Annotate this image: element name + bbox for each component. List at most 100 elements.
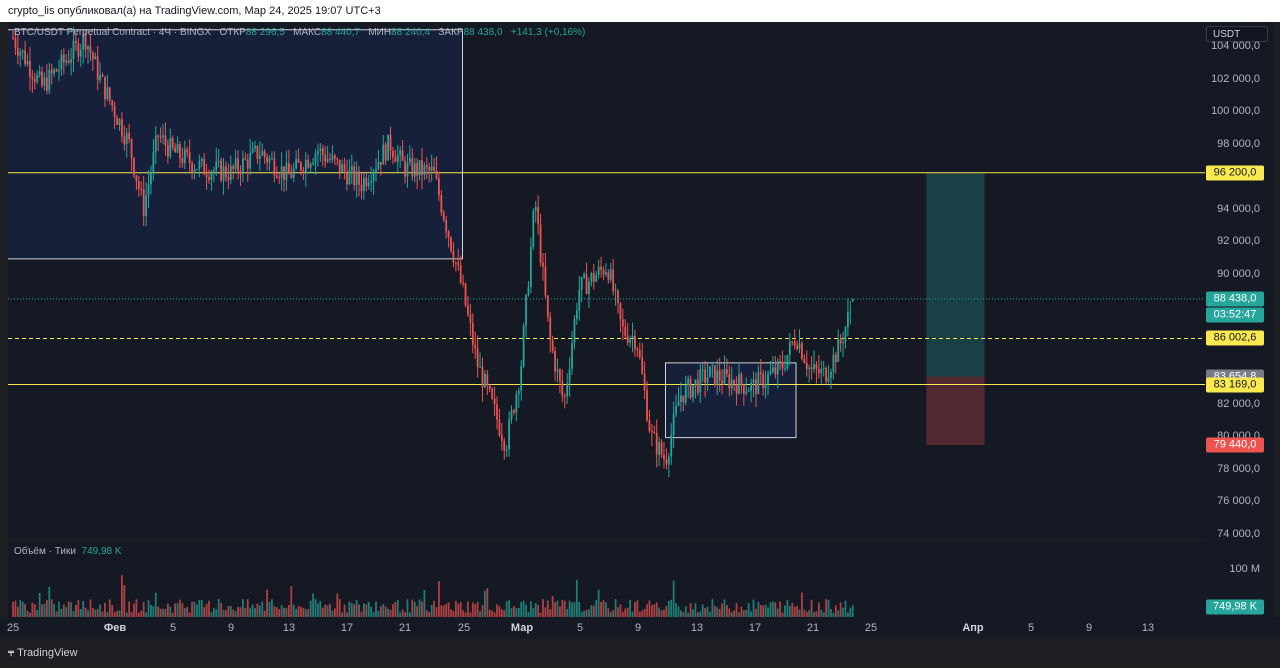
candle-body-137	[343, 164, 346, 172]
volume-bar-7	[29, 612, 31, 617]
volume-bar-261	[643, 608, 646, 617]
candle-body-92	[234, 158, 237, 169]
volume-bar-145	[363, 603, 365, 617]
volume-bar-108	[273, 606, 276, 617]
candle-body-104	[263, 151, 266, 157]
candle-body-33	[91, 52, 94, 60]
candle-body-29	[82, 35, 85, 50]
volume-bar-159	[396, 600, 399, 617]
price-tag: 88 438,0	[1206, 291, 1264, 307]
volume-bar-305	[750, 611, 752, 617]
volume-bar-51	[135, 599, 138, 617]
price-axis-label: 82 000,0	[1217, 397, 1260, 410]
volume-bar-219	[542, 599, 544, 617]
candle-body-307	[755, 379, 757, 394]
volume-bar-267	[658, 607, 661, 617]
candle-body-122	[307, 159, 310, 168]
candle-body-85	[217, 160, 220, 162]
volume-bar-187	[464, 612, 467, 617]
candle-body-176	[438, 178, 440, 196]
volume-bar-13	[43, 603, 46, 617]
candle-body-236	[583, 274, 586, 278]
volume-pane[interactable]: Объём · Тики 749,98 K	[8, 541, 1205, 617]
candle-body-330	[810, 367, 813, 370]
candle-body-42	[113, 106, 116, 118]
candle-body-34	[94, 56, 97, 60]
candle-body-47	[125, 133, 128, 145]
volume-bar-120	[302, 607, 305, 617]
volume-bar-288	[709, 611, 711, 617]
candle-body-242	[597, 266, 600, 276]
candle-body-9	[33, 79, 36, 82]
volume-bar-312	[767, 607, 769, 617]
price-tag: 79 440,0	[1206, 437, 1264, 453]
candle-body-232	[573, 318, 576, 343]
volume-bar-18	[55, 611, 58, 617]
candle-body-143	[358, 171, 360, 185]
candle-body-249	[614, 290, 617, 292]
candle-body-214	[529, 247, 532, 288]
volume-bar-52	[137, 612, 140, 617]
volume-bar-139	[348, 601, 351, 617]
candle-body-24	[70, 59, 72, 63]
volume-bar-188	[467, 601, 469, 617]
candle-body-103	[261, 151, 264, 156]
volume-bar-79	[203, 607, 206, 617]
candle-body-269	[663, 454, 665, 460]
candle-body-308	[757, 372, 760, 394]
volume-bar-132	[331, 610, 334, 617]
candle-body-108	[273, 158, 276, 176]
volume-bar-4	[21, 601, 24, 617]
volume-bar-26	[75, 604, 77, 617]
candle-body-127	[319, 148, 322, 152]
candle-body-319	[784, 368, 786, 370]
volume-bar-128	[321, 607, 324, 617]
volume-bar-127	[319, 600, 322, 617]
candle-body-224	[554, 351, 556, 372]
candle-body-161	[401, 150, 404, 161]
volume-bar-319	[784, 605, 786, 617]
candlestick-svg[interactable]	[8, 22, 1205, 540]
volume-bar-328	[805, 611, 808, 617]
currency-button[interactable]: USDT	[1206, 26, 1268, 42]
tradingview-logo[interactable]: ⫧ TradingView	[8, 647, 78, 660]
candle-body-256	[631, 335, 634, 339]
volume-bar-265	[653, 604, 656, 617]
time-tick: Апр	[962, 622, 984, 634]
time-axis[interactable]: 25 Фев 5 9 13 17 21 25 Мар 5 9 13 17 21 25 Апр 5 9 13	[0, 617, 1280, 639]
candle-body-199	[493, 398, 496, 405]
volume-bar-133	[333, 608, 336, 617]
candle-body-12	[41, 71, 43, 86]
volume-bar-335	[822, 612, 825, 617]
candle-body-152	[379, 162, 382, 165]
candle-body-291	[716, 370, 719, 385]
volume-bar-334	[820, 609, 823, 617]
candle-body-345	[847, 312, 849, 328]
volume-bar-74	[191, 601, 193, 617]
volume-bar-72	[186, 606, 189, 617]
volume-bar-90	[229, 605, 232, 617]
volume-bar-76	[196, 604, 198, 617]
volume-bar-116	[292, 604, 295, 617]
volume-bar-14	[45, 600, 48, 617]
volume-bar-48	[128, 601, 131, 617]
candle-body-228	[563, 395, 566, 397]
volume-bar-138	[346, 612, 348, 617]
price-axis[interactable]: USDT 104 000,0 102 000,0 100 000,0 98 000,0…	[1205, 22, 1274, 618]
volume-bar-208	[515, 608, 518, 617]
candle-body-225	[556, 369, 559, 372]
volume-bar-336	[825, 599, 828, 617]
volume-bar-320	[786, 600, 789, 617]
volume-bar-278	[684, 606, 687, 617]
candle-body-212	[525, 295, 527, 326]
volume-bar-157	[392, 604, 394, 617]
volume-bar-29	[82, 600, 85, 617]
price-axis-label: 92 000,0	[1217, 235, 1260, 247]
candle-body-305	[750, 382, 752, 391]
candle-body-107	[271, 158, 273, 160]
price-chart[interactable]: BTC/USDT Perpetual Contract · 4Ч · BINGX…	[8, 22, 1205, 540]
volume-bar-257	[634, 602, 636, 617]
price-axis-label: 104 000,0	[1211, 40, 1260, 52]
volume-bar-105	[266, 589, 268, 617]
candle-body-279	[687, 378, 690, 386]
